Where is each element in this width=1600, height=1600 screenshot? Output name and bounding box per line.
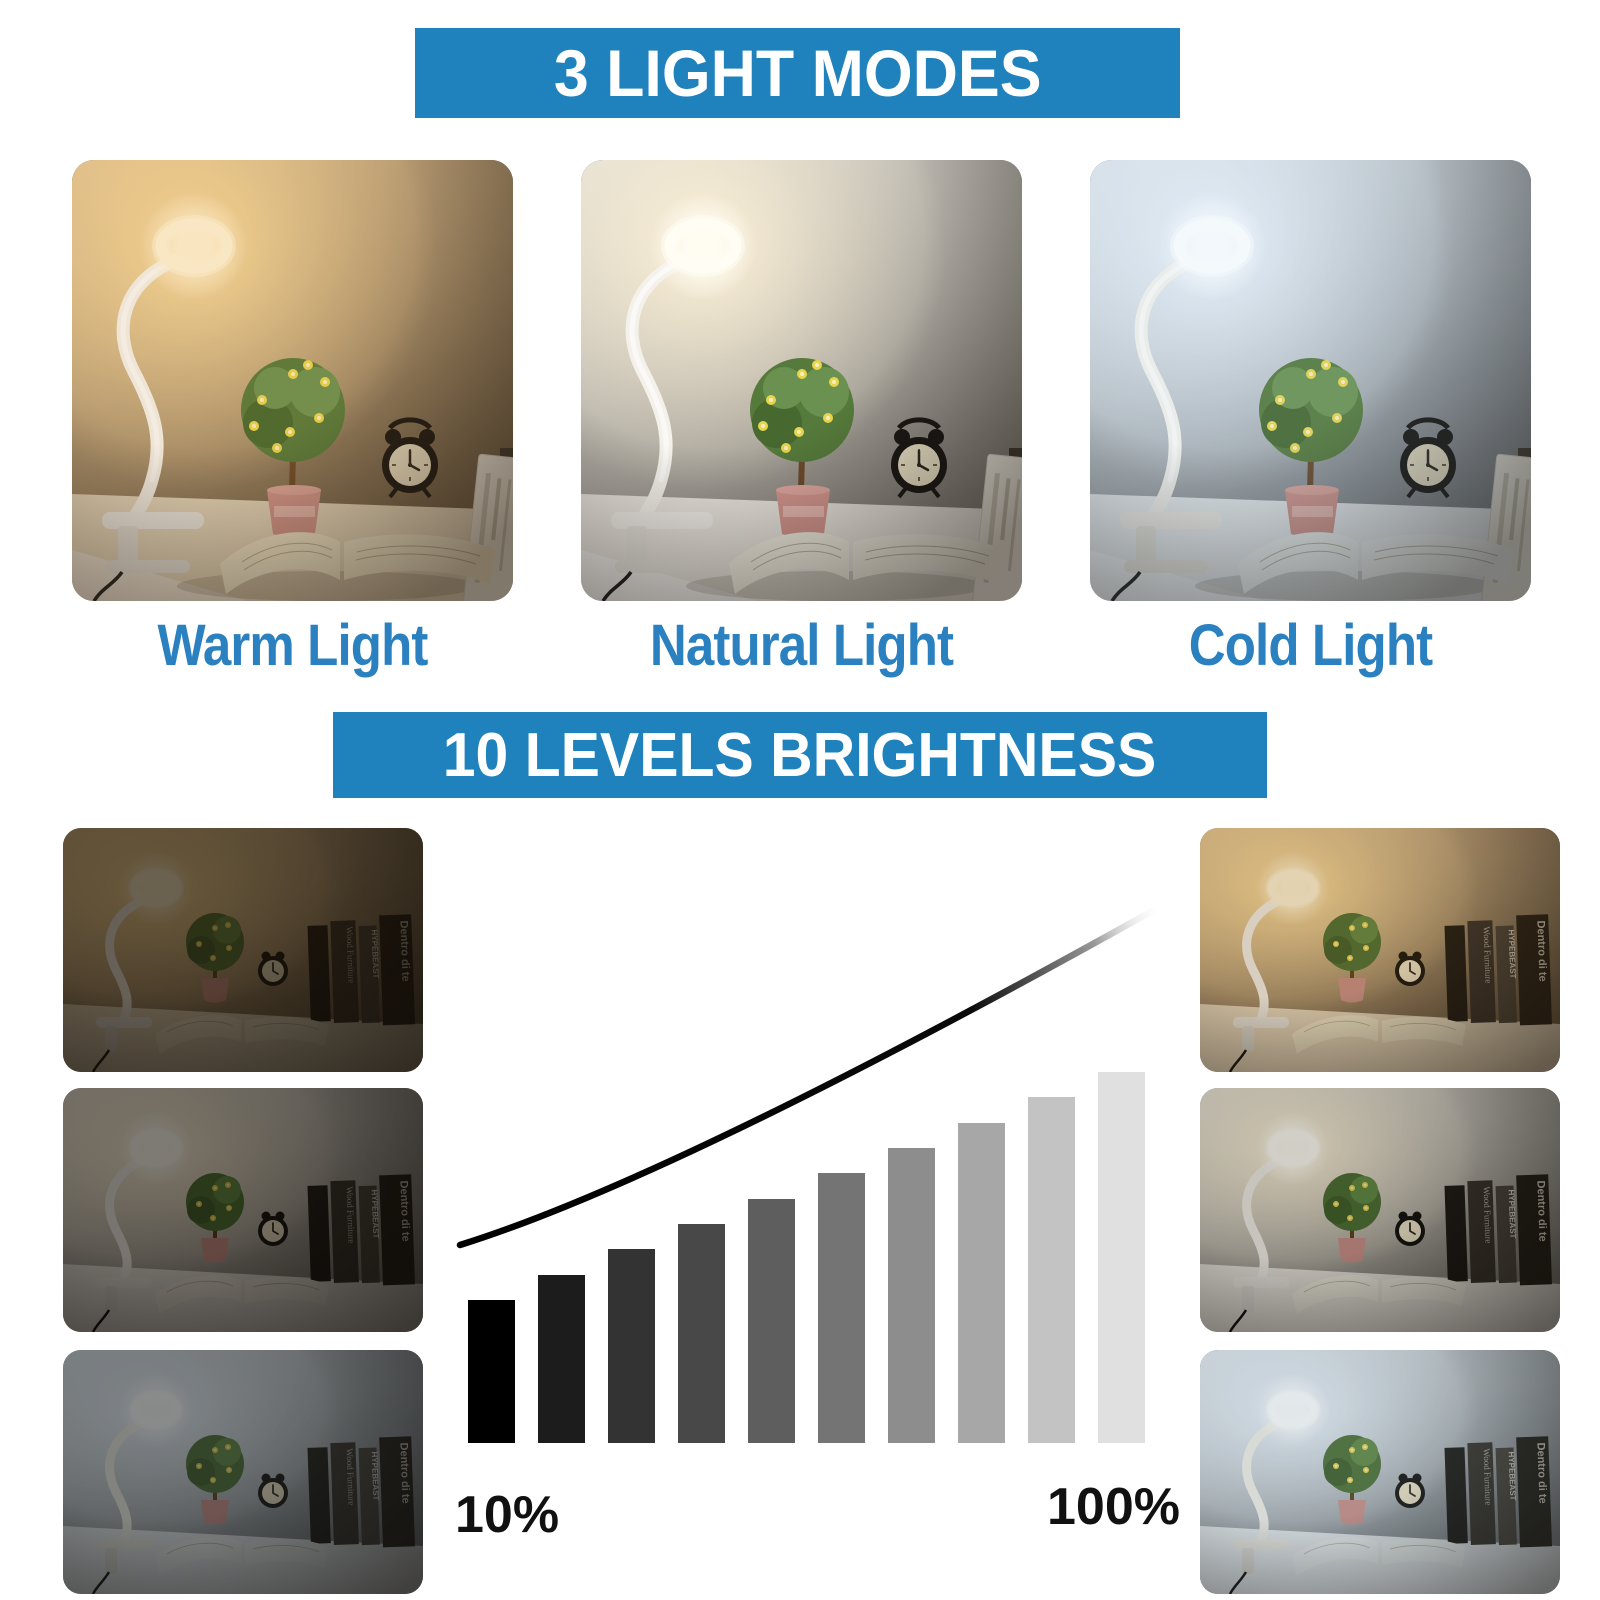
photo-warm-light [72,160,513,601]
brightness-bar-70% [888,1148,935,1443]
brightness-bar-60% [818,1173,865,1443]
brightness-bar-100% [1098,1072,1145,1443]
min-brightness-label: 10% [455,1486,559,1544]
brightness-banner-label: 10 LEVELS BRIGHTNESS [443,720,1157,790]
photo-bright-warm: Wood FurnitureHYPEBEASTDentro di te [1200,828,1560,1072]
photo-bright-cold: Wood FurnitureHYPEBEASTDentro di te [1200,1350,1560,1594]
brightness-banner: 10 LEVELS BRIGHTNESS [333,712,1267,798]
brightness-bar-50% [748,1199,795,1443]
photo-bright-natural: Wood FurnitureHYPEBEASTDentro di te [1200,1088,1560,1332]
caption-natural-light: Natural Light [649,613,954,678]
light-modes-banner: 3 LIGHT MODES [415,28,1180,118]
brightness-bar-90% [1028,1097,1075,1443]
caption-warm-light: Warm Light [157,613,428,678]
caption-cold-light: Cold Light [1188,613,1433,678]
brightness-bars [468,1072,1145,1443]
photo-dim-cold: Wood FurnitureHYPEBEASTDentro di te [63,1350,423,1594]
photo-dim-warm: Wood FurnitureHYPEBEASTDentro di te [63,828,423,1072]
brightness-bar-80% [958,1123,1005,1443]
photo-dim-natural: Wood FurnitureHYPEBEASTDentro di te [63,1088,423,1332]
max-brightness-label: 100% [1047,1478,1180,1536]
photo-natural-light [581,160,1022,601]
brightness-bar-30% [608,1249,655,1443]
brightness-bar-20% [538,1275,585,1443]
brightness-curve [456,901,1167,1249]
light-modes-banner-label: 3 LIGHT MODES [553,36,1042,110]
brightness-bar-10% [468,1300,515,1443]
photo-cold-light [1090,160,1531,601]
brightness-bar-chart: 10% 100% [455,901,1180,1544]
brightness-bar-40% [678,1224,725,1443]
